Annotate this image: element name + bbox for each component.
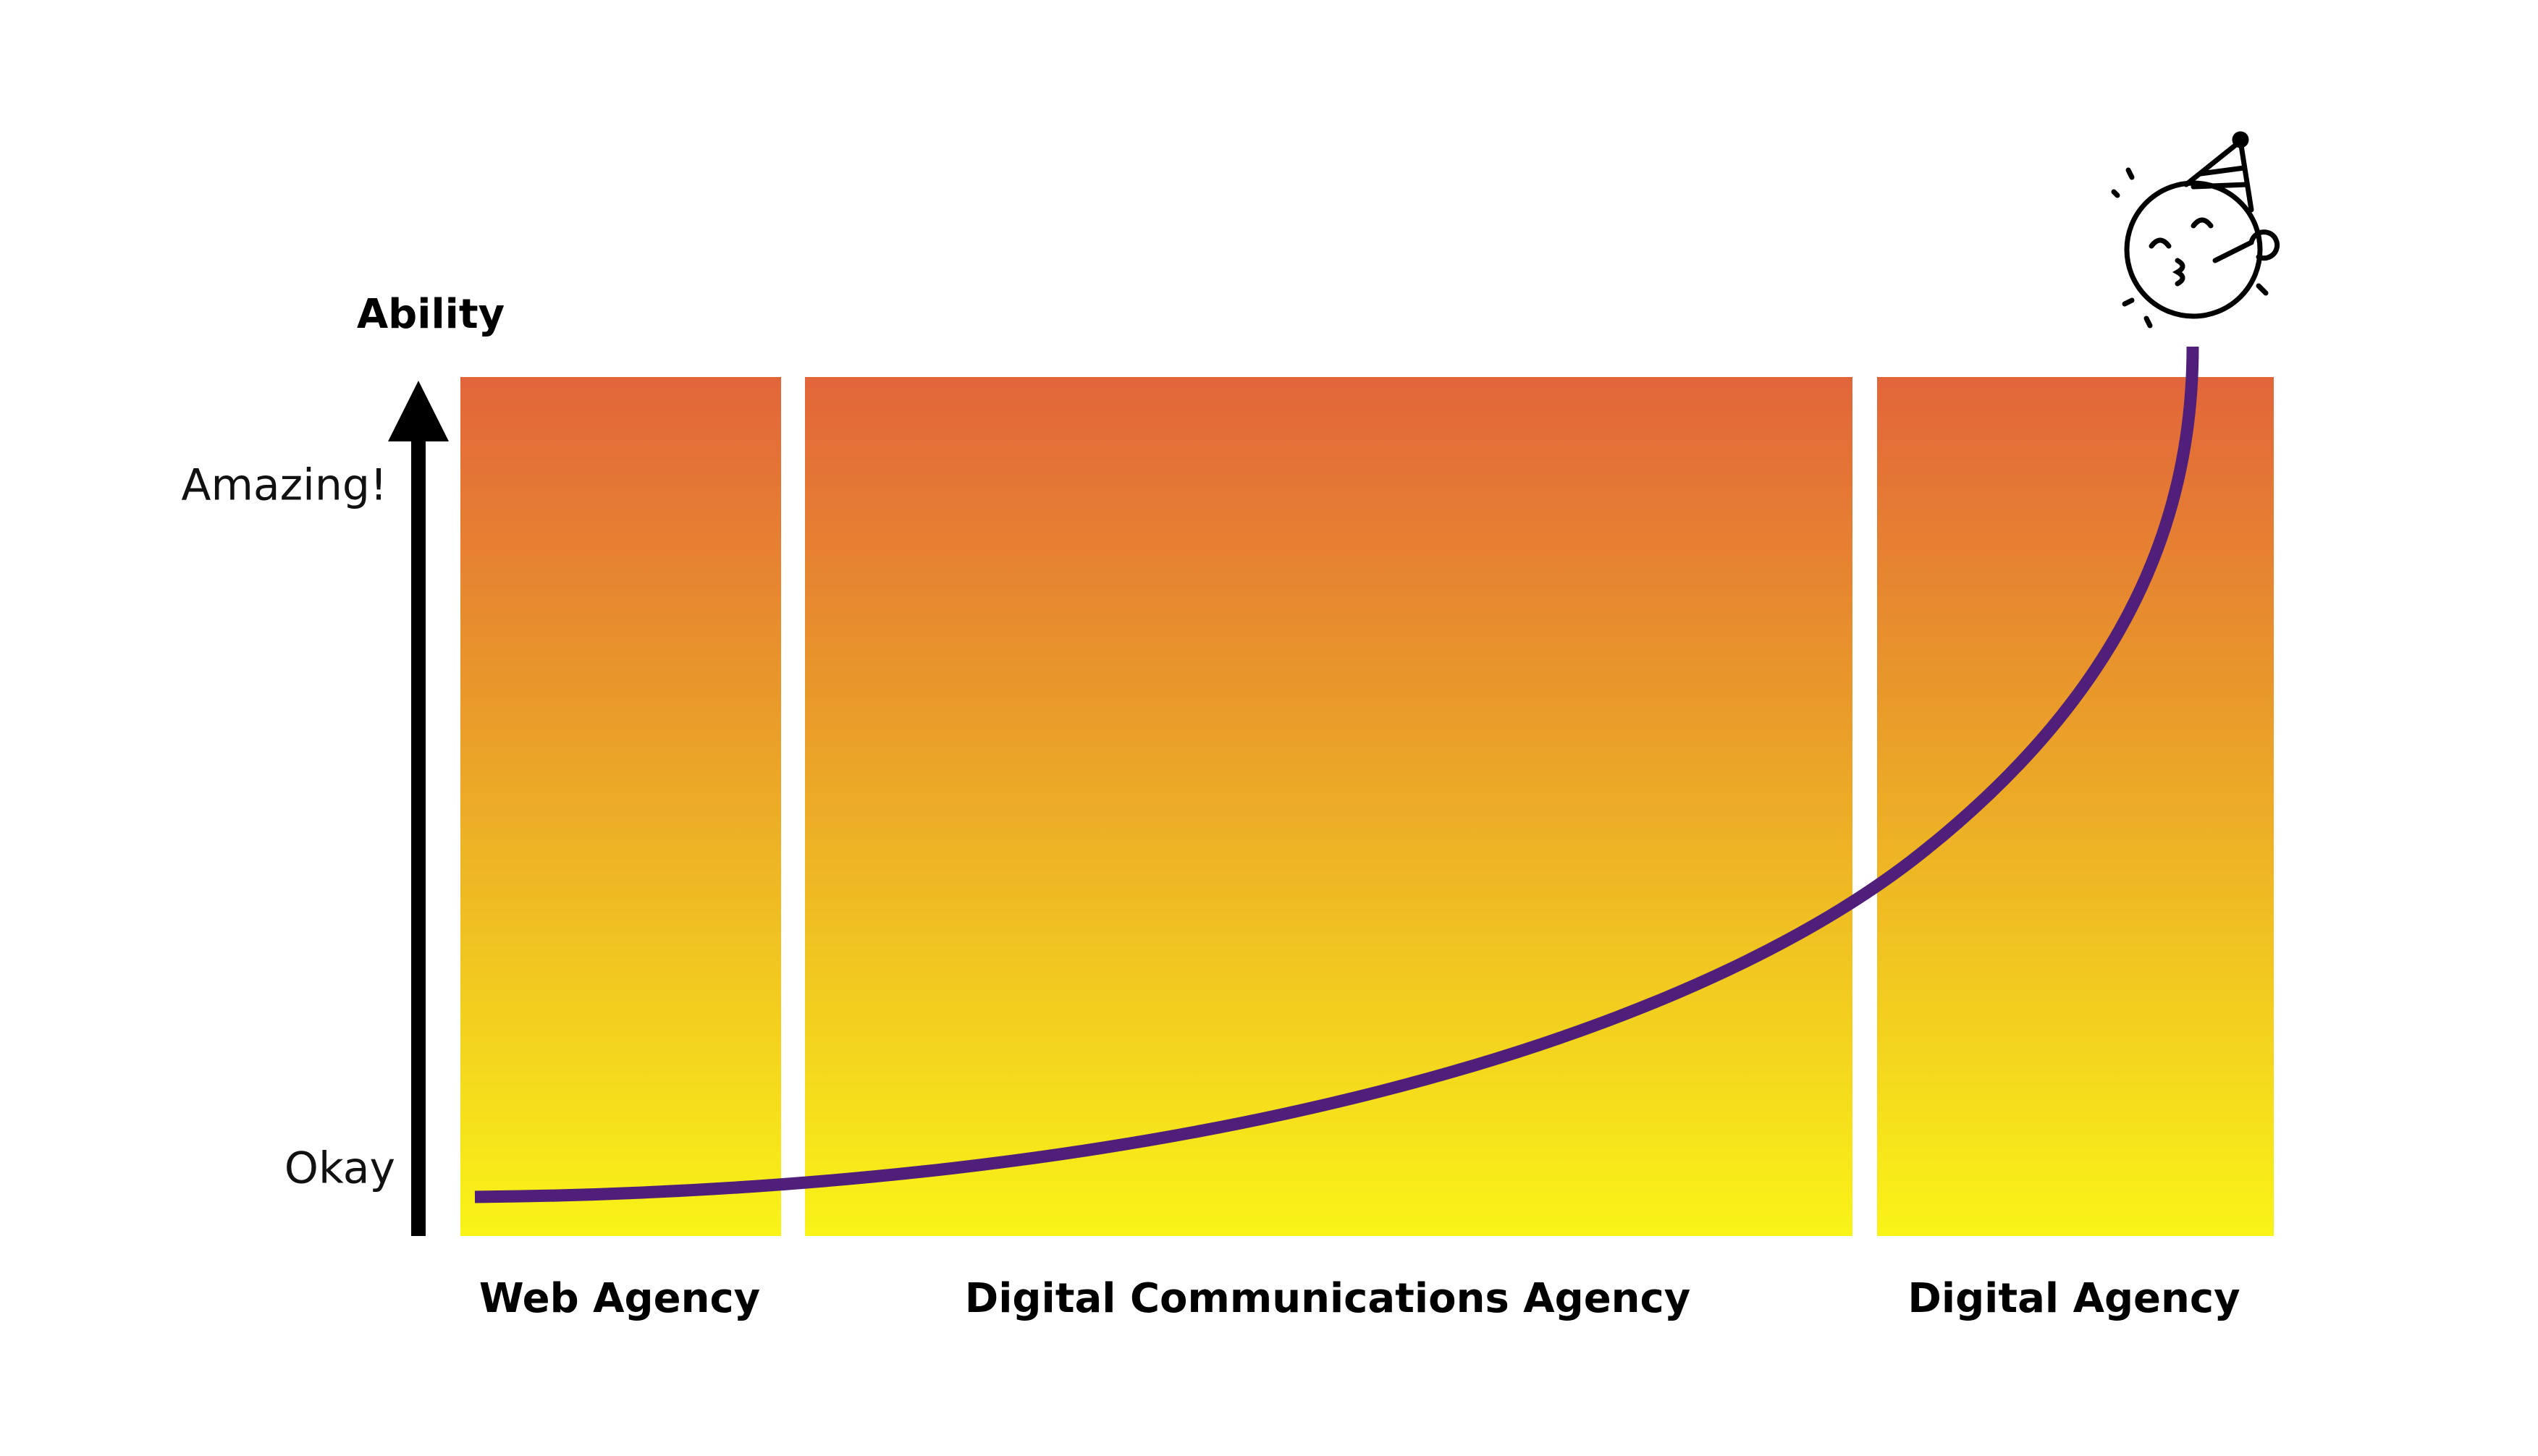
phase-label: Digital Communications Agency <box>965 1275 1691 1322</box>
phase-panel <box>1877 377 2274 1236</box>
axis-bottom-label: Okay <box>284 1143 395 1194</box>
axis-arrow-head <box>388 381 449 441</box>
phase-label: Web Agency <box>479 1275 760 1322</box>
phase-panel <box>460 377 781 1236</box>
axis-top-label: Amazing! <box>181 460 387 511</box>
phase-label: Digital Agency <box>1907 1275 2240 1322</box>
party-face-icon <box>2111 131 2280 329</box>
phase-panel <box>805 377 1852 1236</box>
growth-curve <box>474 346 2199 1203</box>
axis-label: Ability <box>357 291 505 338</box>
